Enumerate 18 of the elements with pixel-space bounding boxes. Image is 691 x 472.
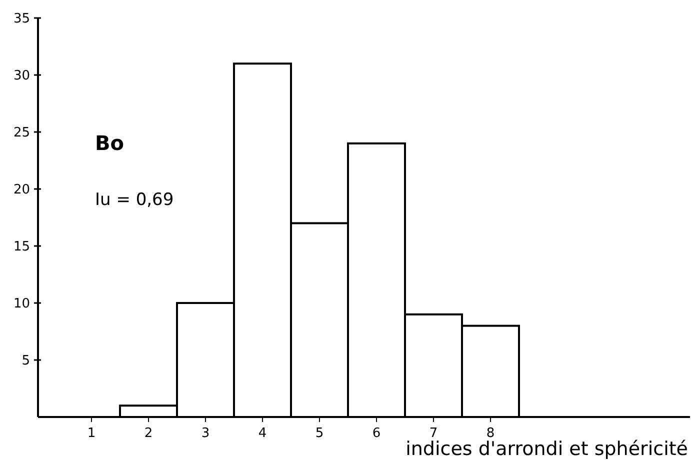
annotation: Iu = 0,69: [95, 190, 174, 210]
y-tick-label: 30: [13, 68, 30, 84]
y-tick-label: 5: [22, 354, 30, 369]
x-tick-label: 8: [486, 426, 495, 441]
x-tick-label: 3: [201, 426, 210, 441]
y-tick-label: 15: [13, 240, 30, 255]
x-tick-label: 5: [315, 426, 324, 441]
y-tick-label: 20: [13, 182, 30, 198]
y-tick-label: 10: [13, 296, 30, 312]
x-tick-label: 1: [87, 426, 96, 441]
x-tick-label: 2: [144, 426, 153, 441]
x-tick-label: 4: [258, 426, 267, 441]
x-axis-title: indices d'arrondi et sphéricité: [406, 438, 688, 460]
y-tick-label: 35: [13, 12, 30, 27]
y-tick-label: 25: [13, 126, 30, 141]
annotation: Bo: [95, 131, 124, 155]
x-tick-label: 6: [372, 426, 381, 441]
x-tick-label: 7: [429, 426, 438, 441]
